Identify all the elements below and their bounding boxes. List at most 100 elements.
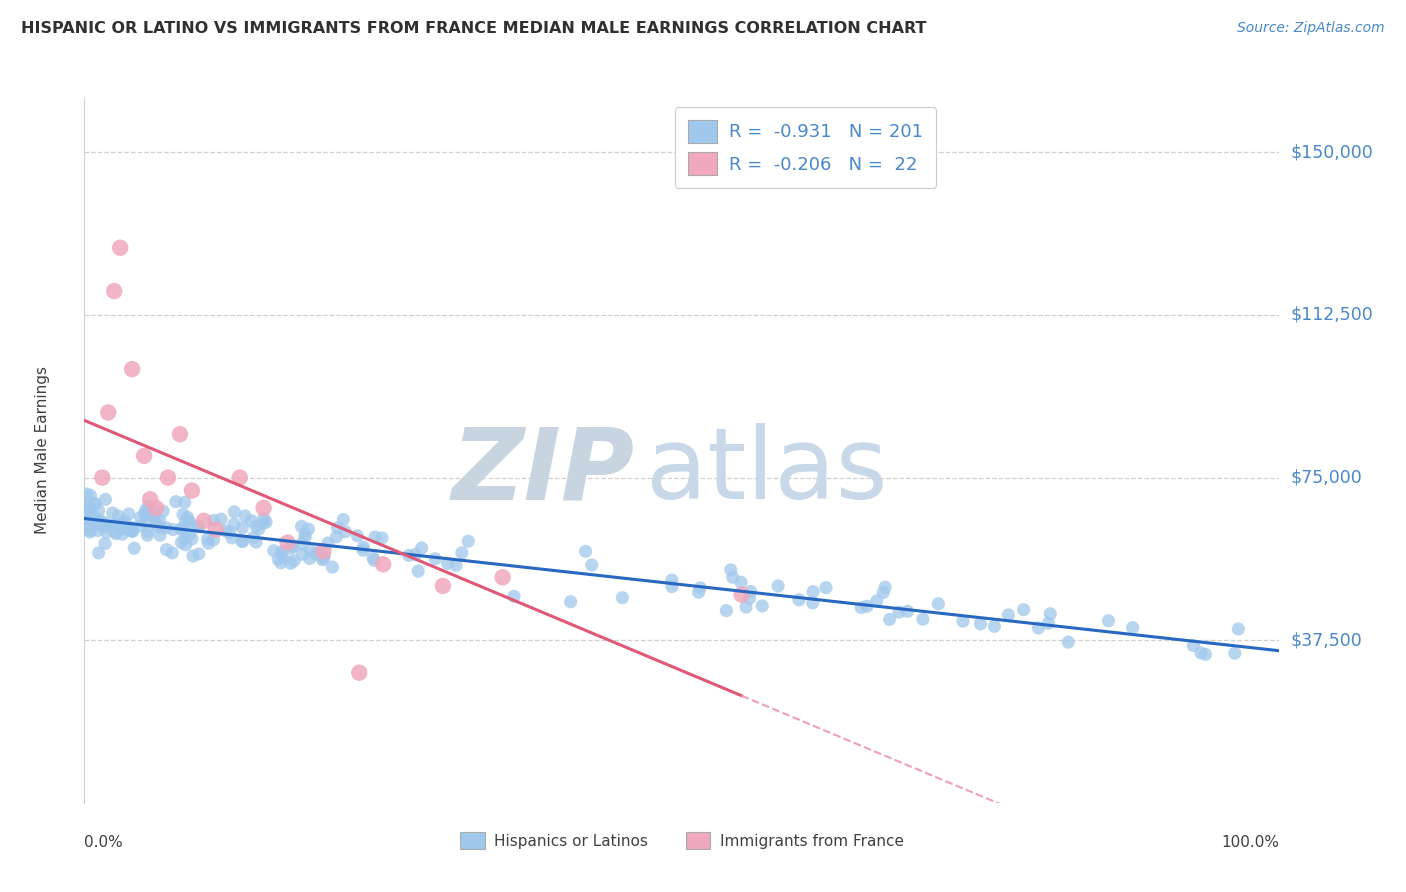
Text: $150,000: $150,000 <box>1291 144 1374 161</box>
Point <box>136 500 159 514</box>
Point <box>240 514 263 528</box>
Point <box>661 573 683 587</box>
Point <box>281 540 304 554</box>
Point <box>1223 646 1246 660</box>
Point <box>335 524 357 539</box>
Text: 100.0%: 100.0% <box>1222 835 1279 849</box>
Point <box>122 541 145 556</box>
Point <box>135 515 157 529</box>
Point <box>280 541 302 555</box>
Point <box>332 512 354 526</box>
Point <box>364 530 387 544</box>
Point <box>79 488 101 502</box>
Point <box>283 554 305 568</box>
Point <box>218 525 240 540</box>
Point <box>181 483 204 498</box>
Point <box>87 514 110 528</box>
Point <box>101 506 124 520</box>
Point <box>294 531 316 545</box>
Point <box>352 540 374 554</box>
Point <box>135 508 157 523</box>
Point <box>76 487 98 501</box>
Point <box>111 527 134 541</box>
Point <box>361 550 384 565</box>
Point <box>121 524 143 539</box>
Point <box>170 522 193 536</box>
Text: Source: ZipAtlas.com: Source: ZipAtlas.com <box>1237 21 1385 35</box>
Point <box>801 584 824 599</box>
Point <box>291 547 314 561</box>
Point <box>887 605 910 619</box>
Point <box>181 532 204 546</box>
Point <box>398 549 420 563</box>
Point <box>143 508 166 523</box>
Point <box>689 581 711 595</box>
Point <box>104 526 127 541</box>
Text: HISPANIC OR LATINO VS IMMIGRANTS FROM FRANCE MEDIAN MALE EARNINGS CORRELATION CH: HISPANIC OR LATINO VS IMMIGRANTS FROM FR… <box>21 21 927 36</box>
Point <box>312 544 335 558</box>
Point <box>145 500 167 515</box>
Point <box>172 508 194 522</box>
Point <box>406 564 429 578</box>
Point <box>136 524 159 539</box>
Point <box>277 535 299 549</box>
Point <box>187 519 209 533</box>
Point <box>738 591 761 606</box>
Point <box>879 612 901 626</box>
Point <box>321 560 343 574</box>
Point <box>911 612 934 626</box>
Point <box>76 500 98 514</box>
Point <box>730 575 752 590</box>
Point <box>132 449 156 463</box>
Point <box>229 470 252 484</box>
Point <box>581 558 603 572</box>
Point <box>105 524 128 539</box>
Point <box>155 542 177 557</box>
Point <box>253 511 276 525</box>
Point <box>112 522 135 536</box>
Point <box>1194 648 1216 662</box>
Point <box>325 530 347 544</box>
Point <box>1122 621 1144 635</box>
Point <box>174 514 197 528</box>
Point <box>83 497 105 511</box>
Point <box>766 579 789 593</box>
Point <box>107 509 129 524</box>
Point <box>193 514 215 528</box>
Text: $75,000: $75,000 <box>1291 468 1362 486</box>
Point <box>311 552 333 566</box>
Point <box>97 405 120 419</box>
Point <box>503 590 526 604</box>
Point <box>231 521 253 535</box>
Point <box>254 515 277 529</box>
Point <box>305 547 328 561</box>
Point <box>149 513 172 527</box>
Point <box>349 665 371 680</box>
Point <box>160 546 183 560</box>
Point <box>134 507 156 521</box>
Point <box>209 512 232 526</box>
Point <box>89 516 111 531</box>
Point <box>111 516 134 531</box>
Point <box>90 519 112 533</box>
Point <box>560 595 582 609</box>
Point <box>173 495 195 509</box>
Point <box>1039 607 1062 621</box>
Point <box>444 558 467 573</box>
Point <box>118 521 141 535</box>
Point <box>94 492 117 507</box>
Point <box>280 556 302 570</box>
Text: $112,500: $112,500 <box>1291 306 1374 324</box>
Point <box>735 600 758 615</box>
Point <box>76 502 98 516</box>
Point <box>110 241 132 255</box>
Point <box>457 534 479 549</box>
Point <box>103 284 125 298</box>
Point <box>76 519 98 533</box>
Point <box>720 563 742 577</box>
Point <box>129 510 152 524</box>
Point <box>1028 621 1050 635</box>
Point <box>404 548 426 562</box>
Point <box>121 520 143 534</box>
Point <box>89 513 111 527</box>
